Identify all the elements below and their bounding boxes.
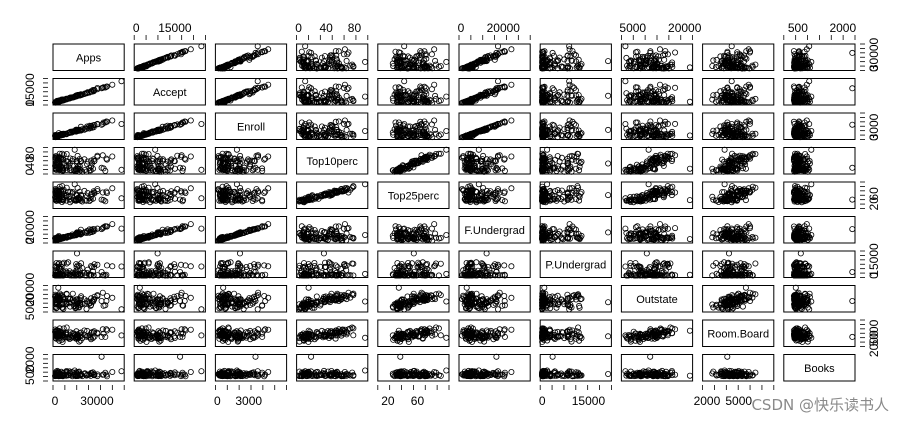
point-2-3-15 — [363, 128, 368, 133]
point-4-6-7 — [606, 193, 611, 198]
point-0-7-43 — [657, 47, 662, 52]
point-3-6-77 — [553, 157, 558, 162]
point-0-3-97 — [322, 54, 327, 59]
point-4-5-100 — [481, 185, 486, 190]
point-3-5-100 — [481, 153, 486, 158]
point-2-6-30 — [573, 123, 578, 128]
point-1-9-11 — [850, 86, 855, 91]
point-2-0-3 — [119, 121, 124, 126]
point-3-5-43 — [509, 154, 514, 159]
point-1-5-43 — [509, 82, 514, 87]
point-2-1-43 — [188, 118, 193, 123]
point-1-0-3 — [119, 79, 124, 84]
point-4-0-43 — [110, 186, 115, 191]
point-3-1-3 — [199, 167, 204, 172]
point-0-6-7 — [606, 59, 611, 64]
point-3-0-43 — [110, 154, 115, 159]
point-0-9-11 — [850, 50, 855, 55]
point-3-6-108 — [577, 168, 582, 173]
point-1-8-3 — [729, 79, 734, 84]
point-3-1-100 — [155, 153, 160, 158]
point-0-8-55 — [711, 58, 716, 63]
point-3-1-43 — [188, 154, 193, 159]
point-1-3-15 — [363, 94, 368, 99]
point-1-6-7 — [606, 93, 611, 98]
point-2-4-32 — [429, 122, 434, 127]
point-0-3-15 — [363, 59, 368, 64]
point-0-4-100 — [433, 58, 438, 63]
variable-label-Top25perc: Top25perc — [388, 190, 440, 202]
point-1-7-19 — [687, 99, 692, 104]
point-2-3-65 — [336, 119, 341, 124]
point-0-3-65 — [336, 49, 341, 54]
point-0-8-53 — [710, 63, 715, 68]
point-1-3-65 — [336, 84, 341, 89]
point-2-9-11 — [850, 122, 855, 127]
point-2-8-55 — [711, 128, 716, 133]
point-0-4-15 — [444, 59, 449, 64]
point-1-3-100 — [344, 93, 349, 98]
variable-label-Enroll: Enroll — [237, 121, 265, 133]
point-4-6-108 — [577, 198, 582, 203]
point-2-7-43 — [657, 118, 662, 123]
point-1-4-3 — [402, 79, 407, 84]
point-2-0-43 — [110, 118, 115, 123]
point-1-3-43 — [342, 82, 347, 87]
point-0-1-43 — [188, 47, 193, 52]
point-2-7-65 — [648, 119, 653, 124]
point-4-1-43 — [188, 186, 193, 191]
point-1-7-69 — [673, 85, 678, 90]
point-2-4-43 — [432, 118, 437, 123]
point-4-6-72 — [579, 190, 584, 195]
point-0-4-32 — [429, 52, 434, 57]
point-1-7-43 — [657, 82, 662, 87]
point-1-4-15 — [444, 94, 449, 99]
variable-label-Apps: Apps — [76, 52, 102, 64]
point-0-4-43 — [432, 47, 437, 52]
point-4-2-65 — [263, 189, 268, 194]
point-1-4-43 — [432, 82, 437, 87]
point-4-5-43 — [509, 186, 514, 191]
point-3-9-11 — [850, 165, 855, 170]
point-4-0-3 — [119, 196, 124, 201]
point-4-7-19 — [687, 198, 692, 203]
point-2-7-69 — [673, 121, 678, 126]
point-1-2-3 — [255, 79, 260, 84]
point-3-0-69 — [100, 153, 105, 158]
point-0-7-69 — [673, 50, 678, 55]
point-0-5-43 — [509, 47, 514, 52]
point-3-6-7 — [606, 161, 611, 166]
point-3-0-3 — [119, 167, 124, 172]
point-3-7-19 — [687, 166, 692, 171]
point-0-7-19 — [687, 65, 692, 70]
point-2-6-7 — [606, 127, 611, 132]
point-3-2-100 — [238, 153, 243, 158]
point-4-1-3 — [199, 196, 204, 201]
point-2-3-100 — [344, 127, 349, 132]
point-2-5-43 — [509, 118, 514, 123]
point-2-7-19 — [687, 133, 692, 138]
point-1-5-3 — [495, 79, 500, 84]
point-1-7-3 — [623, 79, 628, 84]
point-4-2-43 — [266, 186, 271, 191]
point-0-3-100 — [344, 58, 349, 63]
point-1-0-43 — [110, 82, 115, 87]
point-2-1-3 — [199, 121, 204, 126]
point-1-6-11 — [550, 86, 555, 91]
variable-label-Accept: Accept — [153, 87, 187, 99]
point-0-3-86 — [341, 52, 346, 57]
point-0-3-56 — [307, 50, 312, 55]
point-1-4-100 — [433, 93, 438, 98]
variable-label-Top10perc: Top10perc — [307, 156, 359, 168]
point-2-4-15 — [444, 128, 449, 133]
point-4-9-11 — [850, 197, 855, 202]
point-1-3-3 — [303, 79, 308, 84]
point-1-7-25 — [662, 93, 667, 98]
